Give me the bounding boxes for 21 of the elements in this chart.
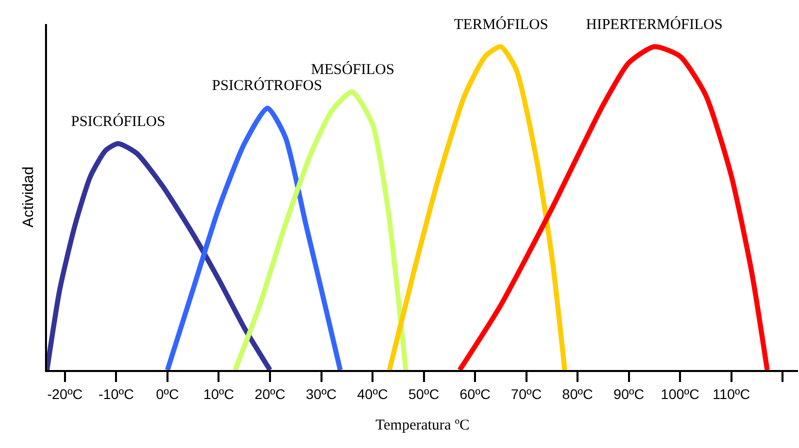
x-tick-label: 20ºC: [254, 386, 286, 402]
x-tick-label: -10ºC: [98, 386, 134, 402]
x-tick-label: 90ºC: [613, 386, 644, 402]
x-tick-label: 100ºC: [660, 386, 700, 402]
series-label: PSICRÓTROFOS: [212, 77, 322, 94]
x-tick-label: 40ºC: [357, 386, 388, 402]
x-axis-title: Temperatura ºC: [376, 417, 470, 434]
x-tick-label: 0ºC: [156, 386, 179, 402]
series-label: MESÓFILOS: [311, 61, 394, 78]
x-tick-label: -20ºC: [47, 386, 83, 402]
series-label: PSICRÓFILOS: [71, 113, 166, 130]
x-tick-label: 10ºC: [203, 386, 234, 402]
x-tick-label: 110ºC: [712, 386, 750, 402]
x-tick-label: 60ºC: [460, 386, 490, 402]
x-tick-label: 80ºC: [562, 386, 593, 402]
series-label: TERMÓFILOS: [454, 16, 548, 33]
x-tick-label: 50ºC: [408, 386, 440, 402]
x-tick-label: 30ºC: [306, 386, 337, 402]
series-label: HIPERTERMÓFILOS: [586, 16, 723, 33]
y-axis-title: Actividad: [20, 166, 37, 228]
x-tick-label: 70ºC: [510, 386, 542, 402]
